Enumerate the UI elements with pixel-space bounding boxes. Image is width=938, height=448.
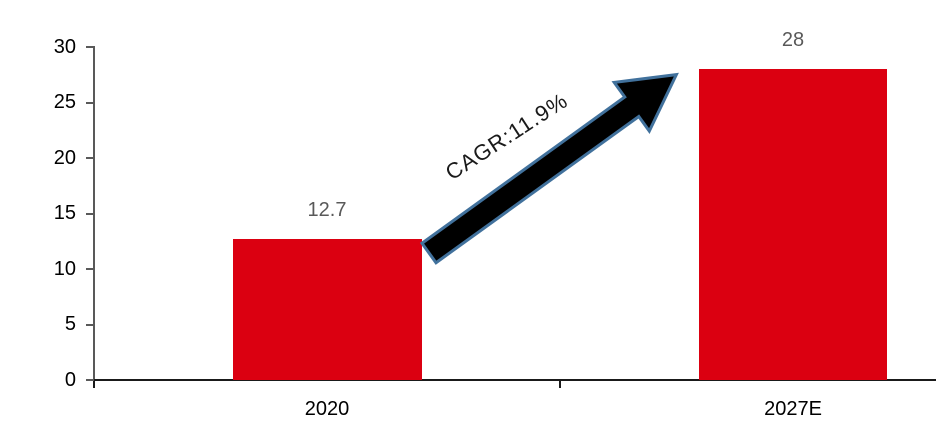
y-axis-tick: [86, 157, 94, 159]
x-axis-line: [93, 379, 936, 381]
growth-arrow-shape: [419, 72, 679, 265]
y-axis-line: [93, 46, 95, 381]
y-axis-tick: [86, 213, 94, 215]
y-axis-label: 0: [64, 369, 76, 391]
x-axis-label-2027e: 2027E: [764, 398, 822, 420]
bar-2027e: [699, 69, 887, 380]
y-axis-label: 30: [53, 36, 76, 58]
y-axis-label: 20: [53, 147, 76, 169]
x-axis-tick: [93, 381, 95, 388]
y-axis-label: 25: [53, 91, 76, 113]
value-label-2020: 12.7: [307, 199, 347, 221]
y-axis-tick: [86, 46, 94, 48]
x-axis-label-2020: 2020: [304, 398, 350, 420]
y-axis-tick: [86, 379, 94, 381]
y-axis-label: 5: [64, 313, 76, 335]
y-axis-tick: [86, 324, 94, 326]
y-axis-label: 10: [53, 258, 76, 280]
value-label-2027e: 28: [781, 29, 805, 51]
bar-2020: [233, 239, 422, 380]
y-axis-tick: [86, 102, 94, 104]
y-axis-tick: [86, 268, 94, 270]
y-axis-label: 15: [53, 202, 76, 224]
x-axis-tick: [559, 381, 561, 388]
